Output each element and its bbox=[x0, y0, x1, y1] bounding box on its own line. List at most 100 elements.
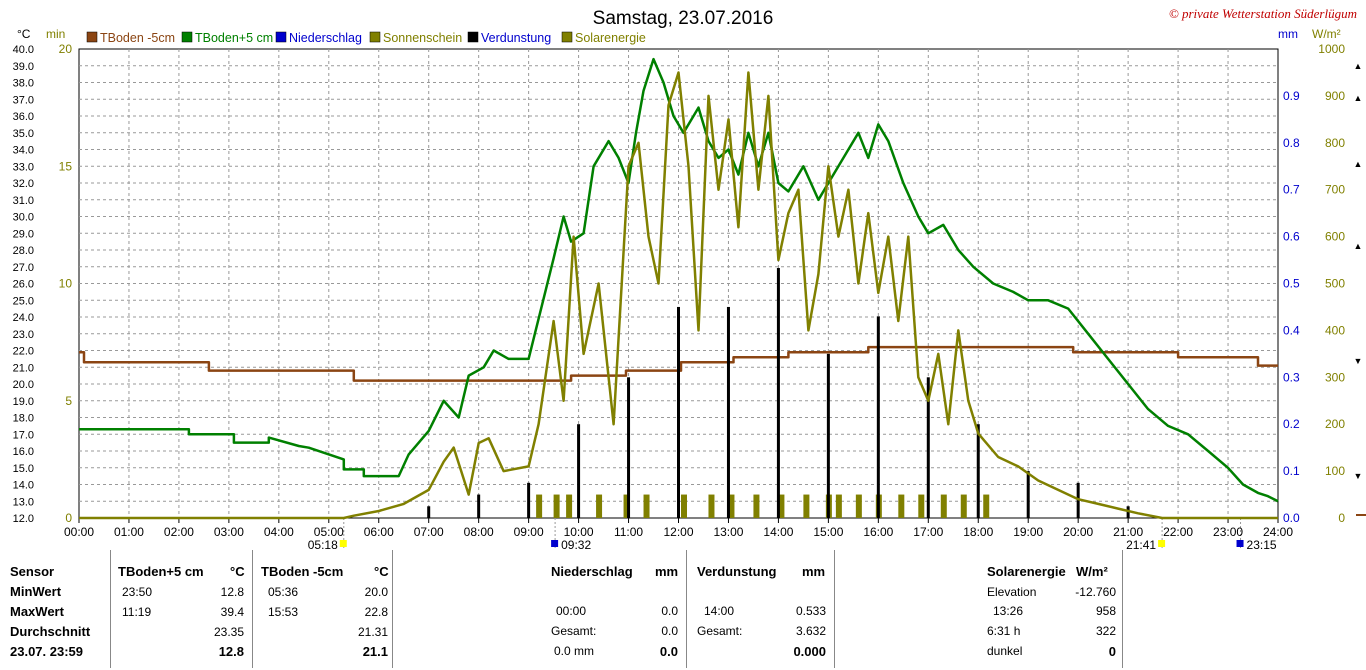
niederschlag-gesamt-value: 0.0 bbox=[661, 624, 678, 638]
x-tick-label: 03:00 bbox=[214, 525, 244, 539]
verdunstung-max-time: 14:00 bbox=[704, 604, 735, 618]
verdunstung-gesamt-label: Gesamt: bbox=[697, 624, 743, 638]
y-min-tick-label: 15 bbox=[59, 159, 73, 173]
y-temp-tick-label: 19.0 bbox=[13, 396, 34, 408]
y-mm-tick-label: 0.0 bbox=[1283, 511, 1300, 525]
y-temp-tick-label: 38.0 bbox=[13, 78, 34, 90]
evaporation-bar bbox=[776, 268, 780, 518]
row-label-date: 23.07. 23:59 bbox=[10, 644, 84, 659]
y-temp-tick-label: 26.0 bbox=[13, 279, 34, 291]
weather-chart: 12.0 13.0 14.0 15.0 16.0 17.0 18.0 19.0 20.0 21.0… bbox=[13, 6, 1366, 552]
table-divider bbox=[834, 550, 835, 668]
evaporation-bar bbox=[627, 377, 631, 518]
scroll-down-icon[interactable]: ▼ bbox=[1353, 471, 1363, 481]
scroll-up-icon[interactable]: ▲ bbox=[1353, 241, 1363, 251]
y-temp-tick-label: 31.0 bbox=[13, 195, 34, 207]
solar-duration-label: 6:31 h bbox=[987, 624, 1021, 638]
chart-title: Samstag, 23.07.2016 bbox=[593, 8, 774, 29]
tbodenm5-current: 21.1 bbox=[362, 644, 388, 659]
x-tick-label: 05:00 bbox=[314, 525, 344, 539]
table-divider bbox=[686, 550, 687, 668]
evaporation-bar bbox=[477, 494, 481, 518]
y-temp-tick-label: 39.0 bbox=[13, 61, 34, 73]
sunshine-bar bbox=[596, 494, 603, 518]
x-tick-label: 16:00 bbox=[863, 525, 893, 539]
sunshine-bar bbox=[680, 494, 687, 518]
sunshine-bar bbox=[803, 494, 810, 518]
verdunstung-gesamt-value: 3.632 bbox=[795, 624, 826, 638]
solar-duration-value: 322 bbox=[1095, 624, 1116, 638]
y-mm-tick-label: 0.4 bbox=[1283, 323, 1300, 337]
tbodenm5-min-value: 20.0 bbox=[364, 585, 388, 599]
y-wm2-tick-label: 900 bbox=[1325, 89, 1345, 103]
y-mm-tick-label: 0.6 bbox=[1283, 230, 1300, 244]
y-mm-tick-label: 0.5 bbox=[1283, 277, 1300, 291]
legend-label: TBoden+5 cm bbox=[195, 31, 273, 45]
chart-axes bbox=[78, 514, 1366, 548]
y-temp-tick-label: 14.0 bbox=[13, 480, 34, 492]
y-temp-tick-label: 30.0 bbox=[13, 212, 34, 224]
sunshine-bar bbox=[623, 494, 630, 518]
scroll-up-icon[interactable]: ▲ bbox=[1353, 93, 1363, 103]
sun-marker-label: 21:41 bbox=[1126, 538, 1156, 552]
solar-elevation-label: Elevation bbox=[987, 585, 1037, 599]
x-tick-label: 18:00 bbox=[963, 525, 993, 539]
y-min-tick-label: 0 bbox=[65, 511, 72, 525]
y-mm-tick-label: 0.3 bbox=[1283, 370, 1300, 384]
sun-marker-icon bbox=[1236, 540, 1244, 547]
sun-marker-label: 05:18 bbox=[308, 538, 338, 552]
y-temp-tick-label: 32.0 bbox=[13, 178, 34, 190]
credit-text: © private Wetterstation Süderlügum bbox=[1169, 6, 1357, 21]
y-mm-tick-label: 0.1 bbox=[1283, 464, 1300, 478]
solar-max-value: 958 bbox=[1095, 604, 1116, 618]
row-label-min: MinWert bbox=[10, 584, 62, 599]
y-wm2-tick-label: 800 bbox=[1325, 136, 1345, 150]
solar-max-time: 13:26 bbox=[993, 604, 1024, 618]
evaporation-bar bbox=[1026, 471, 1030, 518]
sunshine-bar bbox=[566, 494, 573, 518]
evaporation-bar bbox=[726, 306, 730, 518]
x-tick-label: 23:00 bbox=[1213, 525, 1243, 539]
sunshine-bar bbox=[753, 494, 760, 518]
evaporation-bar bbox=[677, 306, 680, 518]
y-wm2-tick-label: 1000 bbox=[1318, 42, 1345, 56]
niederschlag-current-value: 0.0 bbox=[659, 644, 678, 659]
y-mm-tick-label: 0.8 bbox=[1283, 136, 1300, 150]
summary-table: Sensor MinWert MaxWert Durchschnitt 23.0… bbox=[0, 550, 1366, 670]
x-tick-label: 04:00 bbox=[264, 525, 294, 539]
legend-swatch bbox=[181, 31, 193, 43]
vertical-scrollbar[interactable]: ▲ ▲ ▲ ▲ ▼ ▼ bbox=[1352, 40, 1364, 518]
x-tick-label: 07:00 bbox=[414, 525, 444, 539]
y-wm2-tick-label: 500 bbox=[1325, 277, 1345, 291]
evaporation-bar bbox=[926, 377, 930, 518]
y-temp-tick-label: 21.0 bbox=[13, 362, 34, 374]
solar-elevation-value: -12.760 bbox=[1075, 585, 1116, 599]
verdunstung-current-value: 0.000 bbox=[793, 644, 826, 659]
y-temp-tick-label: 16.0 bbox=[13, 446, 34, 458]
sun-marker-icon bbox=[1158, 540, 1166, 547]
x-tick-label: 21:00 bbox=[1113, 525, 1143, 539]
scroll-up-icon[interactable]: ▲ bbox=[1353, 61, 1363, 71]
solar-state-label: dunkel bbox=[987, 644, 1023, 658]
scroll-up-icon[interactable]: ▲ bbox=[1353, 159, 1363, 169]
verdunstung-max-value: 0.533 bbox=[795, 604, 826, 618]
header-tbodenm5-unit: °C bbox=[374, 564, 389, 579]
table-divider bbox=[1122, 550, 1123, 668]
legend-swatch bbox=[275, 31, 287, 43]
tboden5-current: 12.8 bbox=[218, 644, 244, 659]
legend-label: Sonnenschein bbox=[383, 31, 462, 45]
evaporation-bar bbox=[427, 506, 431, 518]
y-temp-tick-label: 20.0 bbox=[13, 379, 34, 391]
y-wm2-tick-label: 400 bbox=[1325, 323, 1345, 337]
header-tboden5-unit: °C bbox=[230, 564, 245, 579]
sun-marker-label: 09:32 bbox=[561, 538, 591, 552]
tboden5-min-time: 23:50 bbox=[122, 585, 153, 599]
table-divider bbox=[110, 550, 111, 668]
y-temp-tick-label: 34.0 bbox=[13, 145, 34, 157]
sun-marker-icon bbox=[551, 540, 559, 547]
sunshine-bar bbox=[835, 494, 842, 518]
scroll-down-icon[interactable]: ▼ bbox=[1353, 356, 1363, 366]
sunshine-bar bbox=[553, 494, 560, 518]
row-label-avg: Durchschnitt bbox=[10, 624, 91, 639]
x-tick-label: 06:00 bbox=[364, 525, 394, 539]
